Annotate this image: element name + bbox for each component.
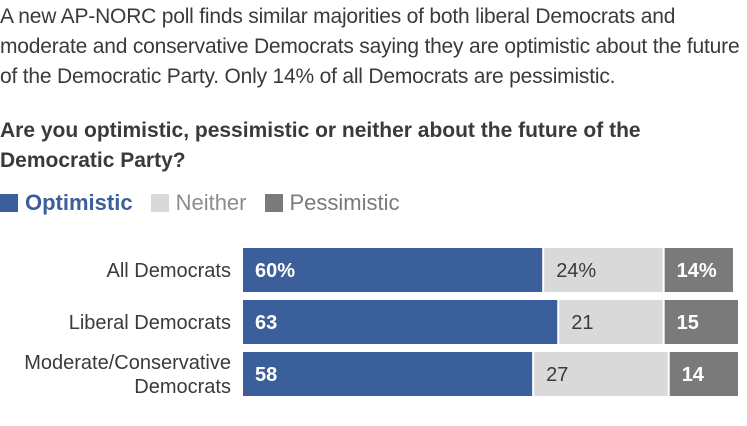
legend-item-pessimistic: Pessimistic <box>264 190 400 216</box>
legend-swatch-neither <box>150 194 169 212</box>
category-label: Moderate/Conservative Democrats <box>24 352 231 398</box>
question-title: Are you optimistic, pessimistic or neith… <box>0 119 641 172</box>
category-label: All Democrats <box>107 260 231 282</box>
bar-segment-neither <box>534 352 668 396</box>
data-label: 60% <box>255 260 295 282</box>
data-label: 27 <box>546 364 568 386</box>
data-label: 58 <box>255 364 277 386</box>
data-label: 21 <box>571 312 593 334</box>
bar-segment-optimistic <box>243 300 558 344</box>
data-label: 63 <box>255 312 277 334</box>
data-label: 14 <box>682 364 705 386</box>
legend-item-neither: Neither <box>150 190 247 216</box>
bar-segment-pessimistic <box>669 352 738 396</box>
bar-segment-pessimistic <box>664 300 738 344</box>
bar-segment-optimistic <box>243 248 543 292</box>
legend-item-optimistic: Optimistic <box>0 190 133 216</box>
legend: Optimistic Neither Pessimistic <box>0 188 418 218</box>
bar-segment-pessimistic <box>664 248 733 292</box>
legend-label-pessimistic: Pessimistic <box>289 190 400 215</box>
data-label: 14% <box>677 260 717 282</box>
bar-segment-optimistic <box>243 352 533 396</box>
legend-swatch-optimistic <box>0 194 18 212</box>
data-label: 15 <box>677 312 699 334</box>
bar-segment-neither <box>559 300 663 344</box>
data-label: 24% <box>556 260 596 282</box>
bar-segment-neither <box>544 248 663 292</box>
legend-label-neither: Neither <box>175 190 247 215</box>
legend-swatch-pessimistic <box>264 194 283 212</box>
intro-paragraph: A new AP-NORC poll finds similar majorit… <box>0 5 740 88</box>
stacked-bar-chart: All Democrats 60% 24% 14% Liberal Democrats 6… <box>24 248 738 398</box>
legend-label-optimistic: Optimistic <box>25 190 133 215</box>
category-label: Liberal Democrats <box>69 312 231 334</box>
